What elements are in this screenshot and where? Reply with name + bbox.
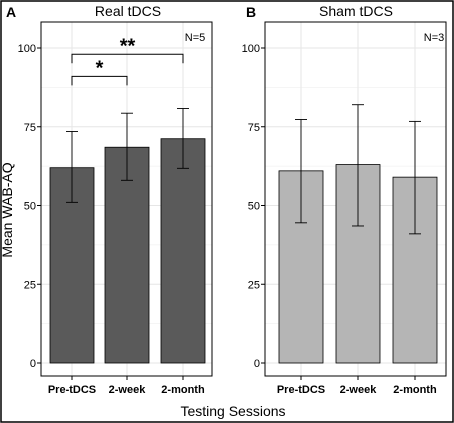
x-axis-label: Testing Sessions — [180, 403, 285, 419]
significance-bracket — [71, 75, 128, 86]
y-axis-label: Mean WAB-AQ — [0, 162, 15, 257]
y-tick-label: 0 — [254, 358, 260, 370]
y-tick-label: 75 — [24, 122, 36, 134]
x-tick-label: Pre-tDCS — [277, 384, 325, 396]
panel-border — [264, 21, 447, 377]
x-tick-label: 2-month — [393, 384, 437, 396]
panel-title: Real tDCS — [95, 3, 161, 19]
x-tick-label: Pre-tDCS — [48, 384, 96, 396]
y-tick-label: 50 — [24, 201, 36, 213]
y-tick-label: 100 — [18, 43, 36, 55]
y-tick-label: 100 — [242, 43, 260, 55]
y-tick-label: 0 — [30, 358, 36, 370]
panel-title: Sham tDCS — [319, 3, 393, 19]
panel-letter: B — [246, 4, 256, 20]
bar — [160, 138, 206, 364]
x-tick-label: 2-month — [161, 384, 205, 396]
x-tick-label: 2-week — [109, 384, 147, 396]
significance-label: ** — [120, 35, 136, 57]
sample-size-label: N=3 — [424, 32, 445, 44]
significance-label: * — [96, 57, 104, 79]
panel-letter: A — [6, 4, 16, 20]
x-tick-label: 2-week — [340, 384, 378, 396]
panel-b: 0 25 50 75 100 Pre-tDCS 2-week 2-month B Sham tDC… — [242, 3, 447, 396]
y-tick-label: 25 — [24, 279, 36, 291]
significance-bracket — [71, 53, 184, 64]
y-tick-label: 50 — [248, 201, 260, 213]
y-tick-label: 75 — [248, 122, 260, 134]
sample-size-label: N=5 — [185, 32, 206, 44]
y-tick-label: 25 — [248, 279, 260, 291]
